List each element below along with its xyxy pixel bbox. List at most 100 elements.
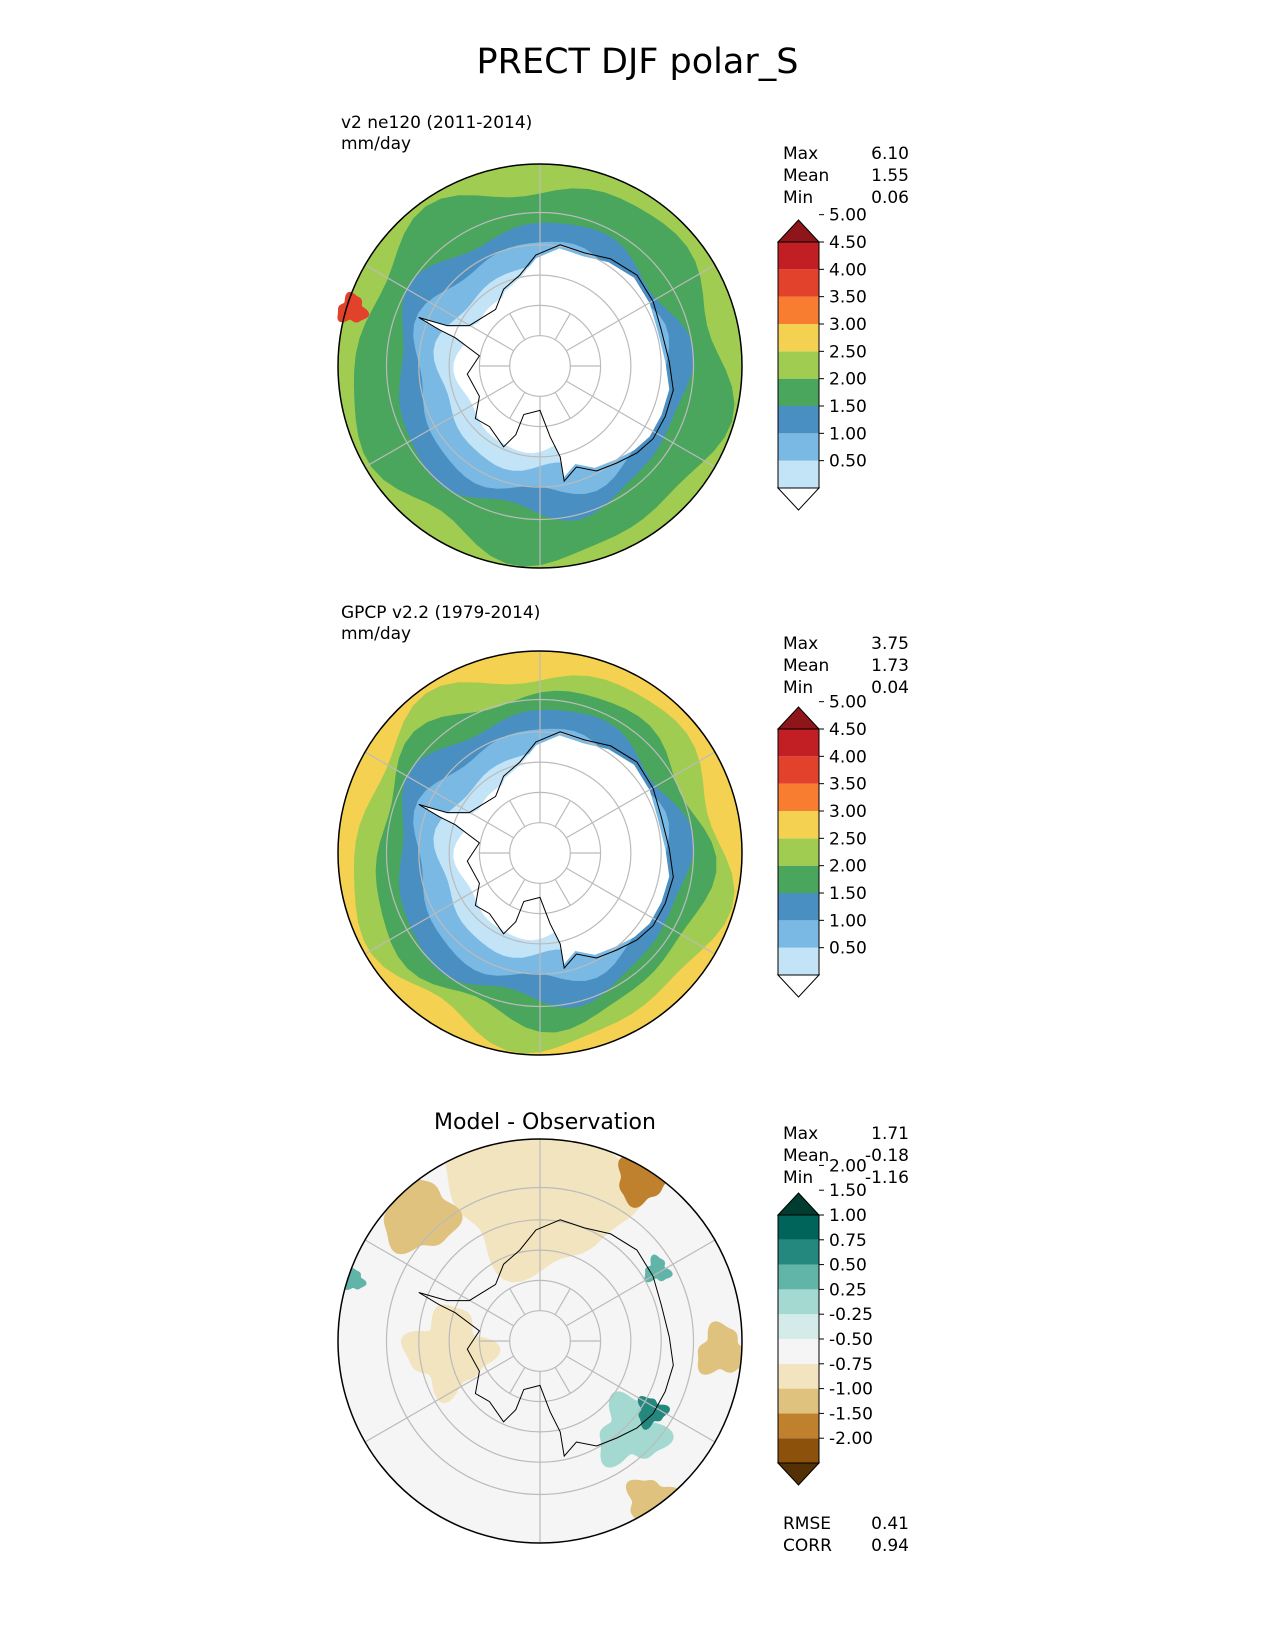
stat-max-label: Max bbox=[783, 144, 819, 164]
map-panel-diff bbox=[337, 1138, 743, 1544]
colorbar-3-tick-label: -2.00 bbox=[829, 1429, 873, 1449]
stat-mean-value: 1.73 bbox=[871, 656, 909, 676]
panel-1-title: v2 ne120 (2011-2014) mm/day bbox=[341, 113, 532, 155]
colorbar-2-segment bbox=[778, 783, 819, 811]
rmse-value: 0.41 bbox=[871, 1514, 909, 1534]
colorbar-2-tick-label: 1.50 bbox=[829, 884, 867, 904]
panel-2-title-text: GPCP v2.2 (1979-2014) bbox=[341, 603, 541, 623]
colorbar-3-tick-label: 1.50 bbox=[829, 1181, 867, 1201]
meridian-line bbox=[364, 751, 515, 839]
stat-max-label: Max bbox=[783, 634, 819, 654]
map-field bbox=[338, 1139, 742, 1543]
colorbar-3-tick-label: -1.00 bbox=[829, 1380, 873, 1400]
meridian-line bbox=[565, 1355, 716, 1443]
stat-mean-value: -0.18 bbox=[865, 1146, 909, 1166]
corr-value: 0.94 bbox=[871, 1536, 909, 1556]
colorbar-1-tick-label: 3.50 bbox=[829, 288, 867, 308]
meridian-line bbox=[554, 1288, 571, 1316]
meridian-line bbox=[565, 1239, 716, 1327]
colorbar-1-segment bbox=[778, 296, 819, 324]
colorbar-3-segment bbox=[778, 1215, 819, 1240]
map-boundary bbox=[337, 1138, 743, 1544]
colorbar-2-segment bbox=[778, 893, 819, 921]
colorbar-2-segment bbox=[778, 865, 819, 893]
panel-3-metrics: RMSE 0.41 CORR 0.94 bbox=[783, 1513, 909, 1557]
colorbar-3-tick-label: -0.50 bbox=[829, 1330, 873, 1350]
stat-mean-label: Mean bbox=[783, 1146, 830, 1166]
stat-max-value: 1.71 bbox=[871, 1124, 909, 1144]
meridian-line bbox=[364, 264, 515, 352]
colorbar-1-tick-label: 4.50 bbox=[829, 233, 867, 253]
colorbar-1-segment bbox=[778, 242, 819, 270]
colorbar-1-segment bbox=[778, 269, 819, 297]
panel-3-stats: Max 1.71 Mean -0.18 Min -1.16 bbox=[783, 1123, 909, 1189]
colorbar-2-frame bbox=[777, 728, 820, 976]
colorbar-1-tick-label: 1.00 bbox=[829, 424, 867, 444]
colorbar-3-tick-label: 0.50 bbox=[829, 1256, 867, 1276]
colorbar-1-tick-label: 5.00 bbox=[829, 206, 867, 226]
colorbar-1-segment bbox=[778, 460, 819, 488]
colorbar-2-tick-label: 3.00 bbox=[829, 802, 867, 822]
colorbar-3-segment bbox=[778, 1438, 819, 1463]
stat-min-label: Min bbox=[783, 188, 814, 208]
figure-title: PRECT DJF polar_S bbox=[476, 42, 799, 82]
panel-2-units: mm/day bbox=[341, 624, 412, 644]
colorbar-3-tick-label: 1.00 bbox=[829, 1206, 867, 1226]
colorbar-3-segment bbox=[778, 1264, 819, 1290]
colorbar-2-segment bbox=[778, 811, 819, 839]
meridian-line bbox=[554, 878, 571, 906]
colorbar-2-segment bbox=[778, 838, 819, 866]
coastline bbox=[418, 731, 674, 970]
colorbar-1-segment bbox=[778, 378, 819, 406]
colorbar-3-tick-label: -1.50 bbox=[829, 1404, 873, 1424]
meridian-line bbox=[364, 1239, 515, 1327]
colorbar-3-segment bbox=[778, 1388, 819, 1414]
colorbar-2-segment bbox=[778, 729, 819, 757]
stat-max-label: Max bbox=[783, 1124, 819, 1144]
map-panel-obs bbox=[337, 650, 743, 1056]
meridian-line bbox=[509, 313, 526, 341]
colorbar-2-tick-label: 4.00 bbox=[829, 747, 867, 767]
colorbar-2-tick-label: 2.50 bbox=[829, 829, 867, 849]
stat-mean-value: 1.55 bbox=[871, 166, 909, 186]
map-boundary bbox=[337, 650, 743, 1056]
meridian-line bbox=[554, 391, 571, 419]
colorbar-1-segment bbox=[778, 324, 819, 352]
colorbar-2-extend-max bbox=[776, 706, 821, 730]
meridian-line bbox=[565, 751, 716, 839]
meridian-line bbox=[554, 800, 571, 828]
colorbar-obs: 0.50 1.00 1.50 2.00 2.50 3.00 3.50 4.00 4.50 5.00 bbox=[776, 693, 867, 998]
colorbar-3-segment bbox=[778, 1339, 819, 1364]
meridian-line bbox=[509, 800, 526, 828]
coastline bbox=[418, 244, 674, 483]
anomaly-negative bbox=[444, 1139, 645, 1283]
colorbar-1-segment bbox=[778, 406, 819, 434]
panel-1-title-text: v2 ne120 (2011-2014) bbox=[341, 113, 533, 133]
anomaly-negative bbox=[625, 1479, 681, 1534]
stat-max-value: 3.75 bbox=[871, 634, 909, 654]
colorbar-2-tick-label: 2.00 bbox=[829, 857, 867, 877]
meridian-line bbox=[364, 380, 515, 468]
colorbar-3-segment bbox=[778, 1289, 819, 1315]
panel-2-title: GPCP v2.2 (1979-2014) mm/day bbox=[341, 603, 540, 645]
meridian-line bbox=[509, 391, 526, 419]
colorbar-2-segment bbox=[778, 920, 819, 948]
colorbar-3-extend-min bbox=[776, 1462, 821, 1486]
meridian-line bbox=[509, 1366, 526, 1394]
colorbar-2-tick-label: 4.50 bbox=[829, 720, 867, 740]
colorbar-3-tick-label: -0.75 bbox=[829, 1355, 873, 1375]
colorbar-3-tick-label: 0.75 bbox=[829, 1231, 867, 1251]
stat-min-label: Min bbox=[783, 1168, 814, 1188]
colorbar-3-tick-label: 2.00 bbox=[829, 1156, 867, 1176]
stat-max-value: 6.10 bbox=[871, 144, 909, 164]
stat-min-label: Min bbox=[783, 678, 814, 698]
map-panel-model bbox=[337, 163, 743, 569]
stat-min-value: 0.04 bbox=[871, 678, 909, 698]
coastline bbox=[418, 1219, 674, 1458]
colorbar-3-tick-label: 0.25 bbox=[829, 1280, 867, 1300]
colorbar-2-tick-label: 5.00 bbox=[829, 693, 867, 713]
colorbar-1-frame bbox=[777, 241, 820, 489]
corr-label: CORR bbox=[783, 1536, 832, 1556]
colorbar-1-segment bbox=[778, 351, 819, 379]
